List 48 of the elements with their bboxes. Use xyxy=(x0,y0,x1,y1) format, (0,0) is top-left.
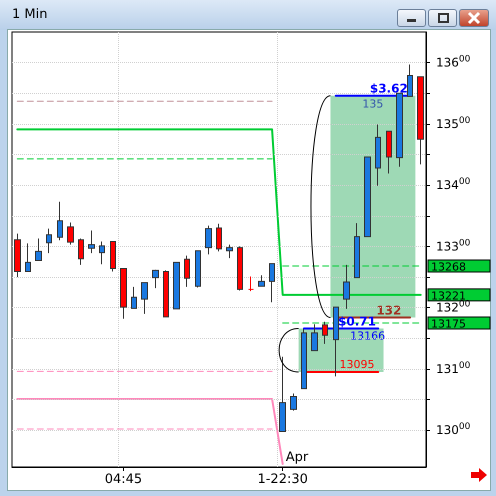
data-label: 13268 xyxy=(431,260,466,274)
candlestick xyxy=(57,201,63,241)
candlestick xyxy=(407,64,413,97)
candlestick xyxy=(78,238,84,266)
candlestick xyxy=(396,92,403,168)
candlestick xyxy=(364,156,371,238)
candlestick xyxy=(322,321,328,344)
candlestick xyxy=(35,238,42,262)
candlestick xyxy=(386,130,392,174)
candlestick xyxy=(195,250,201,288)
candlestick xyxy=(25,242,31,272)
candlestick xyxy=(354,222,360,278)
x-tick-label: 1-22:30 xyxy=(257,472,308,487)
data-label: 13095 xyxy=(340,358,374,372)
candlestick xyxy=(120,268,127,320)
candlestick xyxy=(343,264,350,310)
candlestick xyxy=(99,241,105,265)
candlestick xyxy=(67,222,74,246)
candlestick xyxy=(173,262,180,310)
chart-title: 1 Min xyxy=(12,7,48,22)
candlestick xyxy=(141,282,148,314)
annotation: 135 xyxy=(362,98,384,111)
candlestick xyxy=(163,270,169,318)
candlestick xyxy=(216,223,222,252)
candlestick xyxy=(226,244,233,259)
candlestick xyxy=(269,263,275,303)
candlestick xyxy=(258,274,265,287)
candlestick xyxy=(311,324,318,352)
candlestick xyxy=(375,124,381,186)
candlestick xyxy=(205,225,212,255)
annotation: Apr xyxy=(286,450,309,465)
series-label: $3.62 xyxy=(370,82,408,96)
candlestick xyxy=(88,230,95,254)
x-tick-label: 04:45 xyxy=(104,472,142,487)
data-label: 13175 xyxy=(431,318,466,331)
candlestick xyxy=(110,241,116,272)
candlestick xyxy=(237,246,243,292)
candlestick xyxy=(333,306,339,377)
candlestick xyxy=(248,276,254,292)
candlestick xyxy=(152,269,159,289)
candlestick xyxy=(14,233,21,278)
candlestick xyxy=(301,328,307,390)
candlestick xyxy=(46,228,52,254)
candlestick xyxy=(184,255,190,288)
candlestick xyxy=(417,76,424,165)
candlestick xyxy=(131,286,137,309)
candlestick xyxy=(290,392,297,412)
candlestick xyxy=(279,356,286,432)
